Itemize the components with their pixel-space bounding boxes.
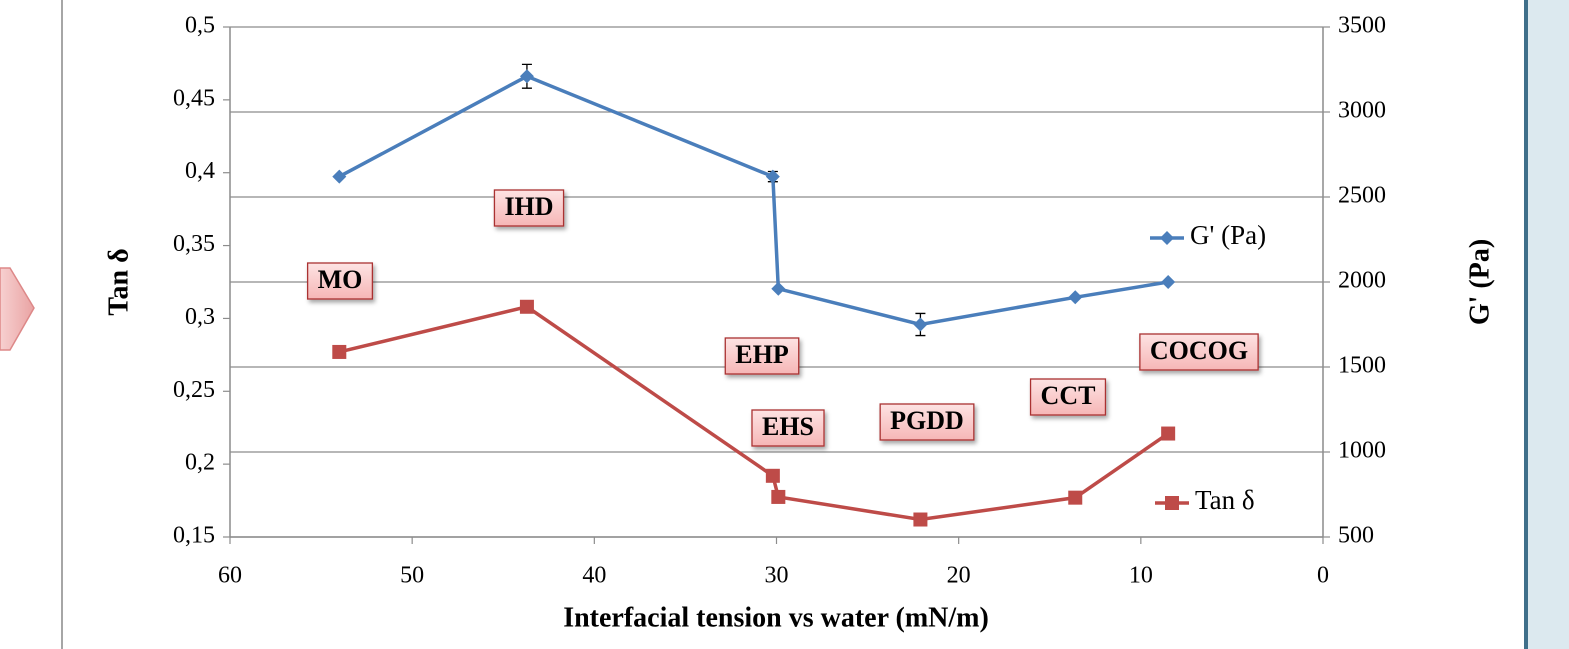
y2-axis-label: G' (Pa) bbox=[1464, 239, 1495, 325]
y-tick-label: 0,4 bbox=[185, 158, 215, 184]
legend-marker bbox=[1160, 231, 1174, 245]
data-point bbox=[332, 169, 347, 184]
annotation-box bbox=[879, 403, 975, 441]
annotation-label: EHS bbox=[762, 412, 814, 441]
arrow-decoration bbox=[0, 267, 35, 351]
y2-tick-label: 3000 bbox=[1338, 98, 1386, 124]
y2-tick-label: 500 bbox=[1338, 523, 1374, 549]
y-tick-label: 0,5 bbox=[185, 13, 215, 39]
y-tick-label: 0,35 bbox=[173, 231, 215, 257]
y2-tick-label: 2500 bbox=[1338, 183, 1386, 209]
data-point bbox=[771, 489, 786, 504]
y-tick-label: 0,15 bbox=[173, 523, 215, 549]
legend-marker bbox=[1165, 496, 1179, 510]
annotation-label: EHP bbox=[735, 340, 789, 369]
data-point bbox=[771, 281, 786, 296]
x-tick-label: 40 bbox=[582, 563, 606, 589]
y-tick-label: 0,3 bbox=[185, 304, 215, 330]
series-line bbox=[338, 74, 1169, 327]
data-point bbox=[765, 468, 780, 483]
y2-tick-label: 1000 bbox=[1338, 438, 1386, 464]
annotation-label: IHD bbox=[504, 192, 553, 221]
data-point bbox=[765, 169, 780, 184]
legend-label: Tan δ bbox=[1195, 485, 1255, 515]
y-tick-label: 0,25 bbox=[173, 377, 215, 403]
annotation-box bbox=[306, 262, 374, 300]
data-point bbox=[1068, 290, 1083, 305]
x-tick-label: 50 bbox=[400, 563, 424, 589]
data-point bbox=[519, 299, 534, 314]
side-panel bbox=[1524, 0, 1569, 649]
y-tick-label: 0,45 bbox=[173, 85, 215, 111]
x-tick-label: 30 bbox=[765, 563, 789, 589]
y2-tick-label: 2000 bbox=[1338, 268, 1386, 294]
data-point bbox=[1068, 490, 1083, 505]
legend-label: G' (Pa) bbox=[1190, 220, 1266, 250]
annotation-box bbox=[493, 189, 565, 227]
annotation-label: CCT bbox=[1041, 381, 1096, 410]
data-point bbox=[519, 69, 534, 84]
x-axis-label: Interfacial tension vs water (mN/m) bbox=[563, 602, 989, 633]
data-point bbox=[913, 317, 928, 332]
x-tick-label: 10 bbox=[1129, 563, 1153, 589]
annotation-box bbox=[751, 409, 825, 447]
annotation-label: PGDD bbox=[890, 406, 964, 435]
annotation-box bbox=[724, 337, 800, 375]
annotation-box bbox=[1139, 333, 1259, 371]
x-tick-label: 20 bbox=[947, 563, 971, 589]
data-point bbox=[332, 344, 347, 359]
y2-tick-label: 1500 bbox=[1338, 353, 1386, 379]
data-point bbox=[913, 512, 928, 527]
data-point bbox=[1161, 426, 1176, 441]
annotation-label: MO bbox=[318, 265, 363, 294]
annotation-label: COCOG bbox=[1150, 336, 1248, 365]
data-point bbox=[1161, 275, 1176, 289]
x-tick-label: 60 bbox=[218, 563, 242, 589]
x-tick-label: 0 bbox=[1317, 563, 1329, 589]
annotation-box bbox=[1029, 378, 1107, 416]
y2-tick-label: 3500 bbox=[1338, 13, 1386, 39]
y-axis-label: Tan δ bbox=[103, 248, 134, 315]
chart: Interfacial tension vs water (mN/m) Tan … bbox=[103, 239, 1495, 634]
y-tick-label: 0,2 bbox=[185, 450, 215, 476]
